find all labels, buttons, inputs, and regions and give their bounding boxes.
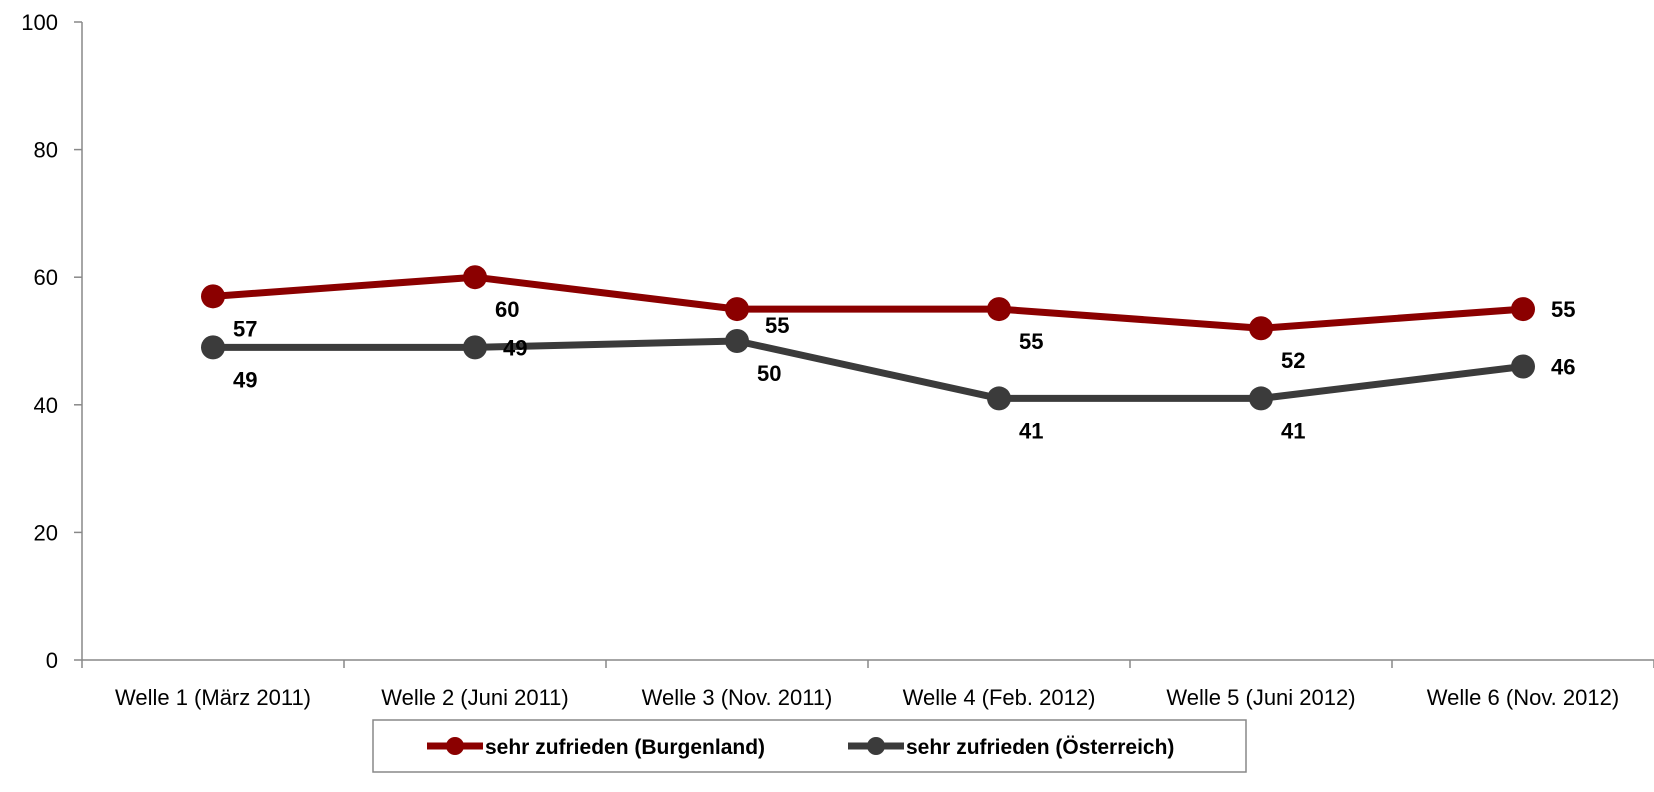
data-label: 57 xyxy=(233,316,257,341)
data-label: 55 xyxy=(765,313,789,338)
data-label: 49 xyxy=(503,335,527,360)
y-tick-label: 20 xyxy=(34,520,58,545)
y-tick-label: 0 xyxy=(46,648,58,673)
data-label: 50 xyxy=(757,361,781,386)
data-point xyxy=(1511,354,1535,379)
y-tick-label: 60 xyxy=(34,265,58,290)
data-label: 55 xyxy=(1551,297,1575,322)
series-2: 49 49 50 41 41 46 xyxy=(201,329,1575,443)
x-tick-label: Welle 5 (Juni 2012) xyxy=(1166,685,1355,710)
data-point xyxy=(1511,297,1535,322)
axes: 0 20 40 60 80 100 Welle 1 (März 2011) Welle 2 (… xyxy=(21,10,1654,710)
series-layer: 57 60 55 55 52 55 49 49 50 41 41 46 xyxy=(201,265,1575,443)
legend: sehr zufrieden (Burgenland) sehr zufriede… xyxy=(372,719,1247,773)
data-point xyxy=(1249,386,1273,411)
data-label: 46 xyxy=(1551,355,1575,380)
data-label: 41 xyxy=(1281,418,1305,443)
data-label: 49 xyxy=(233,367,257,392)
x-tick-label: Welle 1 (März 2011) xyxy=(115,685,311,710)
y-tick-label: 80 xyxy=(34,138,58,163)
data-label: 52 xyxy=(1281,348,1305,373)
legend-label: sehr zufrieden (Österreich) xyxy=(906,736,1174,759)
data-label: 60 xyxy=(495,297,519,322)
data-point xyxy=(201,335,225,360)
data-point xyxy=(725,329,749,353)
data-label: 41 xyxy=(1019,418,1043,443)
x-tick-label: Welle 3 (Nov. 2011) xyxy=(642,685,833,710)
data-point xyxy=(987,297,1011,322)
x-tick-label: Welle 2 (Juni 2011) xyxy=(381,685,569,710)
series-line xyxy=(212,273,1524,332)
data-point xyxy=(463,265,487,290)
x-tick-label: Welle 4 (Feb. 2012) xyxy=(903,685,1096,710)
legend-swatch-marker xyxy=(867,737,885,755)
data-point xyxy=(987,386,1011,411)
y-tick-label: 100 xyxy=(21,10,58,35)
legend-swatch-marker xyxy=(446,737,464,755)
y-tick-label: 40 xyxy=(34,393,58,418)
legend-label: sehr zufrieden (Burgenland) xyxy=(485,736,765,759)
data-point xyxy=(463,335,487,360)
data-point xyxy=(201,284,225,309)
legend-box xyxy=(372,719,1247,773)
series-1: 57 60 55 55 52 55 xyxy=(201,265,1575,373)
x-tick-label: Welle 6 (Nov. 2012) xyxy=(1427,685,1619,710)
data-point xyxy=(1249,316,1273,341)
data-point xyxy=(725,297,749,322)
series-line xyxy=(213,337,1524,402)
data-label: 55 xyxy=(1019,329,1043,354)
